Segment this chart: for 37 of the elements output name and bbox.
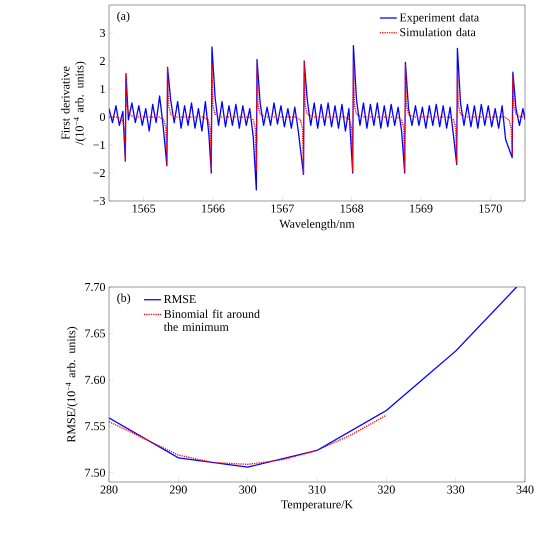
x-axis-title: Wavelength/nm [279, 219, 355, 230]
x-tick-label: 290 [170, 486, 187, 494]
y-tick-label: 7.65 [85, 329, 106, 338]
line-series [109, 44, 525, 190]
x-tick-label: 340 [516, 486, 534, 494]
legend-label: Experiment data [400, 13, 480, 24]
y-tick-label: 7.50 [85, 468, 106, 477]
y-tick-label: 3 [100, 28, 106, 38]
x-tick-label: 300 [239, 486, 256, 494]
x-tick-label: 1565 [132, 204, 156, 213]
annotation: (a) [117, 11, 130, 22]
y-tick-label: −3 [93, 196, 106, 206]
legend-label: Binomial fit around the minimum [164, 309, 260, 331]
x-tick-label: 1569 [410, 204, 432, 213]
x-axis-title: Temperature/K [281, 500, 353, 511]
y-tick-label: 7.70 [85, 282, 106, 292]
y-tick-label: −2 [93, 169, 105, 177]
x-tick-label: 330 [447, 486, 464, 494]
x-tick-label: 310 [308, 486, 326, 494]
x-tick-label: 320 [378, 486, 395, 494]
legend-label: Simulation data [400, 28, 476, 36]
x-tick-label: 1566 [202, 204, 225, 213]
y-tick-label: 1 [100, 85, 105, 93]
y-axis-title: RMSE/(10$^{−4}$ arb. units) [66, 326, 78, 442]
annotation: (b) [117, 293, 130, 304]
legend-label: RMSE [164, 295, 196, 304]
y-tick-label: 0 [100, 112, 106, 122]
x-tick-label: 1567 [271, 204, 294, 213]
line-series [109, 60, 525, 174]
y-tick-label: 2 [100, 57, 105, 65]
x-tick-label: 1568 [340, 204, 364, 213]
line-series [109, 286, 518, 468]
y-tick-label: 7.60 [85, 376, 106, 384]
x-tick-label: 280 [100, 486, 118, 494]
y-tick-label: −1 [93, 141, 105, 149]
y-tick-label: 7.55 [85, 422, 106, 430]
x-tick-label: 1570 [479, 204, 502, 213]
